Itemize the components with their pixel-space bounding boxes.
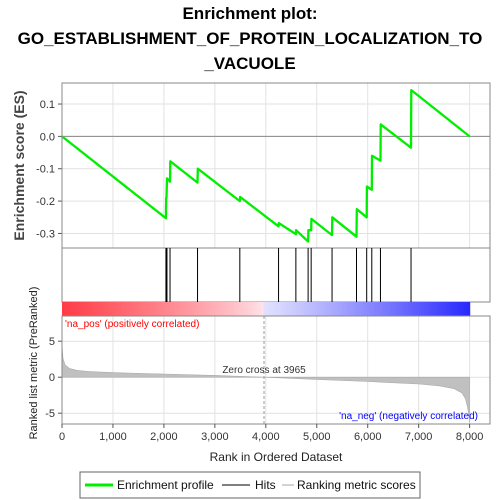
legend-label: Ranking metric scores [297, 478, 416, 492]
hits-frame [62, 248, 490, 302]
xtick-label: 2,000 [150, 431, 178, 443]
xtick-label: 0 [59, 431, 65, 443]
metric-panel: 5 0 -5 Zero cross at 3965 'na_pos' (positive… [45, 316, 490, 424]
es-ytick-label: -0.1 [36, 164, 55, 176]
xtick-label: 6,000 [354, 431, 382, 443]
xtick-label: 3,000 [201, 431, 229, 443]
metric-ylabel: Ranked list metric (PreRanked) [28, 287, 40, 440]
rank-color-segment [467, 302, 470, 316]
es-ytick-label: 0.0 [40, 131, 55, 143]
es-ytick-label: -0.2 [36, 196, 55, 208]
es-ytick-label: 0.1 [40, 99, 55, 111]
metric-ytick-label: 0 [49, 372, 55, 384]
negative-label: 'na_neg' (negatively correlated) [339, 411, 478, 422]
x-axis-label: Rank in Ordered Dataset [210, 450, 343, 464]
legend-label: Enrichment profile [117, 478, 214, 492]
legend-label: Hits [255, 478, 276, 492]
es-panel: 0.1 0.0 -0.1 -0.2 -0.3 Enrichment score (ES) [11, 83, 490, 248]
xtick-label: 8,000 [456, 431, 484, 443]
positive-label: 'na_pos' (positively correlated) [65, 319, 199, 330]
legend: Enrichment profile Hits Ranking metric sco… [80, 472, 420, 498]
es-ylabel: Enrichment score (ES) [11, 90, 27, 240]
xtick-label: 5,000 [303, 431, 331, 443]
xtick-label: 7,000 [405, 431, 433, 443]
hits-panel [62, 248, 490, 302]
xtick-label: 4,000 [252, 431, 280, 443]
metric-ytick-label: 5 [49, 336, 55, 348]
zero-cross-label: Zero cross at 3965 [222, 365, 306, 376]
metric-ytick-label: -5 [45, 408, 55, 420]
xtick-label: 1,000 [99, 431, 127, 443]
rank-color-bar [62, 302, 470, 316]
es-ytick-label: -0.3 [36, 228, 55, 240]
